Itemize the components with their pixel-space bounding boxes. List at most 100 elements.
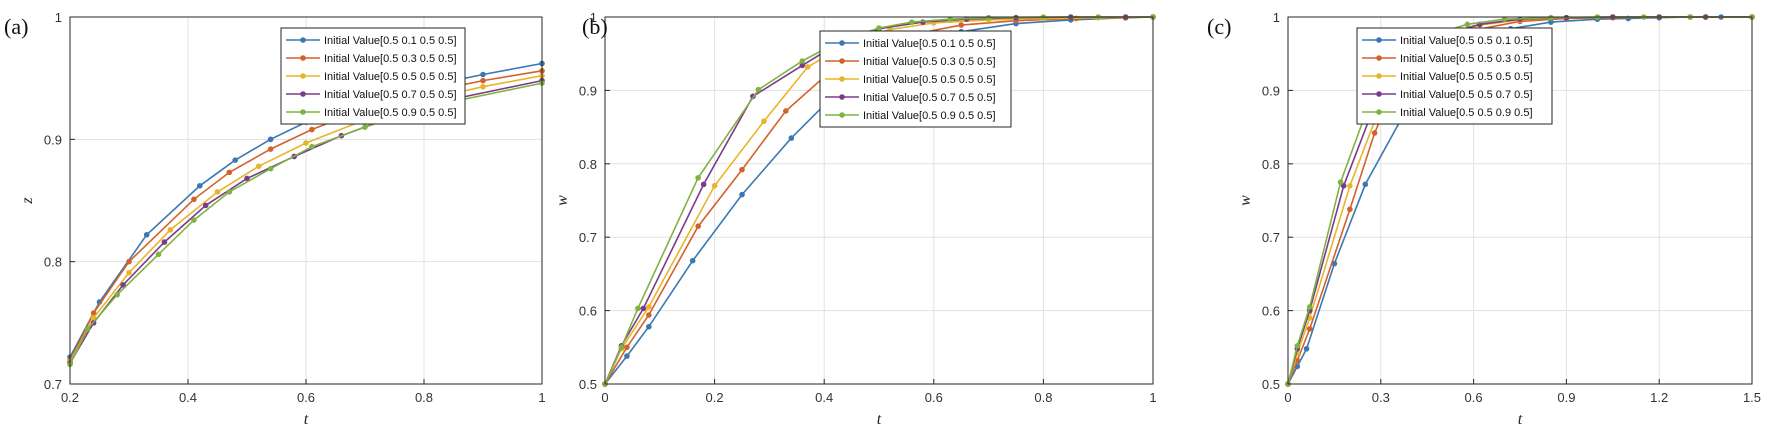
data-point xyxy=(1501,16,1508,23)
legend-entry-5: Initial Value[0.5 0.9 0.5 0.5] xyxy=(324,107,457,119)
y-tick-label: 0.8 xyxy=(579,157,597,172)
y-axis-label: z xyxy=(19,197,36,205)
x-tick-label: 0 xyxy=(1284,390,1291,405)
x-tick-label: 1.2 xyxy=(1650,390,1668,405)
y-tick-label: 0.7 xyxy=(44,377,62,392)
data-point xyxy=(303,140,309,146)
legend-marker-2 xyxy=(300,55,306,61)
legend-marker-3 xyxy=(839,76,845,82)
data-point xyxy=(1362,181,1369,188)
y-tick-label: 0.9 xyxy=(1262,83,1280,98)
data-point xyxy=(640,305,647,312)
x-axis-label: t xyxy=(1518,411,1523,428)
legend-marker-2 xyxy=(1376,55,1382,61)
data-point xyxy=(480,71,486,78)
data-point xyxy=(214,189,221,195)
y-tick-label: 0.5 xyxy=(1262,377,1280,392)
plot-area-border xyxy=(69,16,543,385)
legend-entry-3: Initial Value[0.5 0.5 0.5 0.5] xyxy=(324,71,457,83)
chart-panel-b: 0 0.2 0.4 0.6 0.8 1 0.5 0.6 0.7 0.8 0.9 1 Initial Va… xyxy=(554,10,1157,428)
legend-marker-5 xyxy=(300,109,306,115)
data-point xyxy=(1371,130,1378,136)
data-point xyxy=(624,344,630,351)
data-point xyxy=(84,326,91,332)
data-point xyxy=(761,118,767,125)
data-point xyxy=(1303,345,1310,352)
legend-entry-1: Initial Value[0.5 0.5 0.1 0.5] xyxy=(1400,35,1533,47)
x-tick-label: 1.5 xyxy=(1743,390,1761,405)
y-tick-label: 0.9 xyxy=(44,132,62,147)
data-point xyxy=(480,83,486,90)
y-tick-label: 0.5 xyxy=(579,377,597,392)
legend-entry-3: Initial Value[0.5 0.5 0.5 0.5] xyxy=(863,74,996,86)
legend-entry-2: Initial Value[0.5 0.3 0.5 0.5] xyxy=(324,53,457,65)
data-point xyxy=(226,189,233,195)
legend-entry-1: Initial Value[0.5 0.1 0.5 0.5] xyxy=(324,35,457,47)
y-tick-label: 0.8 xyxy=(44,255,62,270)
data-point xyxy=(646,323,652,330)
x-tick-label: 0.8 xyxy=(415,390,433,405)
y-tick-label: 0.6 xyxy=(1262,304,1280,319)
plot-area-border xyxy=(1287,16,1753,385)
legend-entry-2: Initial Value[0.5 0.3 0.5 0.5] xyxy=(863,56,996,68)
data-point xyxy=(126,258,132,265)
legend-marker-4 xyxy=(1376,91,1382,97)
y-tick-label: 0.6 xyxy=(579,304,597,319)
legend-entry-4: Initial Value[0.5 0.7 0.5 0.5] xyxy=(863,92,996,104)
legend-entry-1: Initial Value[0.5 0.1 0.5 0.5] xyxy=(863,38,996,50)
panel-label: (a) xyxy=(4,14,28,39)
data-point xyxy=(1347,206,1353,213)
y-tick-label: 0.7 xyxy=(1262,230,1280,245)
plot-area-border xyxy=(604,16,1154,385)
y-tick-label: 0.7 xyxy=(579,230,597,245)
chart-panel-c: 0 0.3 0.6 0.9 1.2 1.5 0.5 0.6 0.7 0.8 0.9 1 Initial … xyxy=(1207,10,1761,428)
panel-label: (b) xyxy=(582,14,608,39)
data-point xyxy=(143,231,150,238)
data-point xyxy=(167,227,174,233)
legend-entry-2: Initial Value[0.5 0.5 0.3 0.5] xyxy=(1400,53,1533,65)
data-point xyxy=(1548,19,1554,25)
data-point xyxy=(267,136,274,143)
data-point xyxy=(739,166,745,173)
data-point xyxy=(309,143,315,150)
data-point xyxy=(1331,260,1338,267)
data-point xyxy=(624,353,630,359)
data-point xyxy=(191,196,197,203)
data-point xyxy=(267,146,274,152)
legend-marker-1 xyxy=(300,37,306,43)
legend-entry-4: Initial Value[0.5 0.5 0.7 0.5] xyxy=(1400,89,1533,101)
x-tick-label: 0.3 xyxy=(1372,390,1390,405)
x-tick-label: 0.9 xyxy=(1557,390,1575,405)
panel-label: (c) xyxy=(1207,14,1231,39)
data-point xyxy=(985,14,992,21)
data-point xyxy=(161,239,168,245)
data-point xyxy=(689,257,696,264)
data-point xyxy=(1306,304,1313,310)
x-tick-label: 0.8 xyxy=(1034,390,1052,405)
x-tick-label: 1 xyxy=(538,390,545,405)
data-point xyxy=(1337,179,1344,185)
data-point xyxy=(695,174,701,181)
y-tick-label: 1 xyxy=(1273,10,1280,25)
data-point xyxy=(783,108,789,114)
data-point xyxy=(480,77,486,84)
legend-marker-5 xyxy=(839,112,845,118)
data-point xyxy=(126,269,132,276)
legend-marker-4 xyxy=(300,91,306,97)
data-point xyxy=(202,202,209,209)
y-tick-label: 0.8 xyxy=(1262,157,1280,172)
legend-marker-3 xyxy=(300,73,306,79)
data-point xyxy=(876,25,882,31)
data-point xyxy=(1294,343,1301,349)
data-point xyxy=(226,169,233,176)
legend-entry-5: Initial Value[0.5 0.5 0.9 0.5] xyxy=(1400,107,1533,119)
data-point xyxy=(635,305,641,312)
data-point xyxy=(799,58,806,64)
data-point xyxy=(1306,326,1313,332)
data-point xyxy=(255,163,262,170)
data-point xyxy=(155,251,162,258)
data-point xyxy=(711,183,718,189)
legend-marker-3 xyxy=(1376,73,1382,79)
data-point xyxy=(739,191,745,198)
data-point xyxy=(618,344,625,351)
